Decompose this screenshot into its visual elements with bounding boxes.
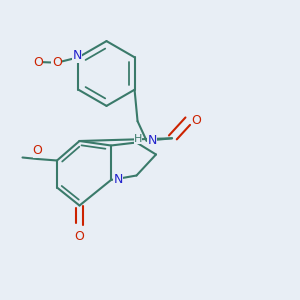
Text: O: O [33, 145, 42, 158]
Text: O: O [192, 114, 201, 127]
Text: H: H [134, 134, 142, 144]
Text: O: O [75, 230, 84, 242]
Text: N: N [148, 134, 157, 147]
Text: O: O [32, 57, 41, 67]
Text: O: O [33, 56, 43, 69]
Text: N: N [113, 172, 123, 186]
Text: N: N [72, 49, 82, 62]
Text: O: O [52, 56, 62, 69]
